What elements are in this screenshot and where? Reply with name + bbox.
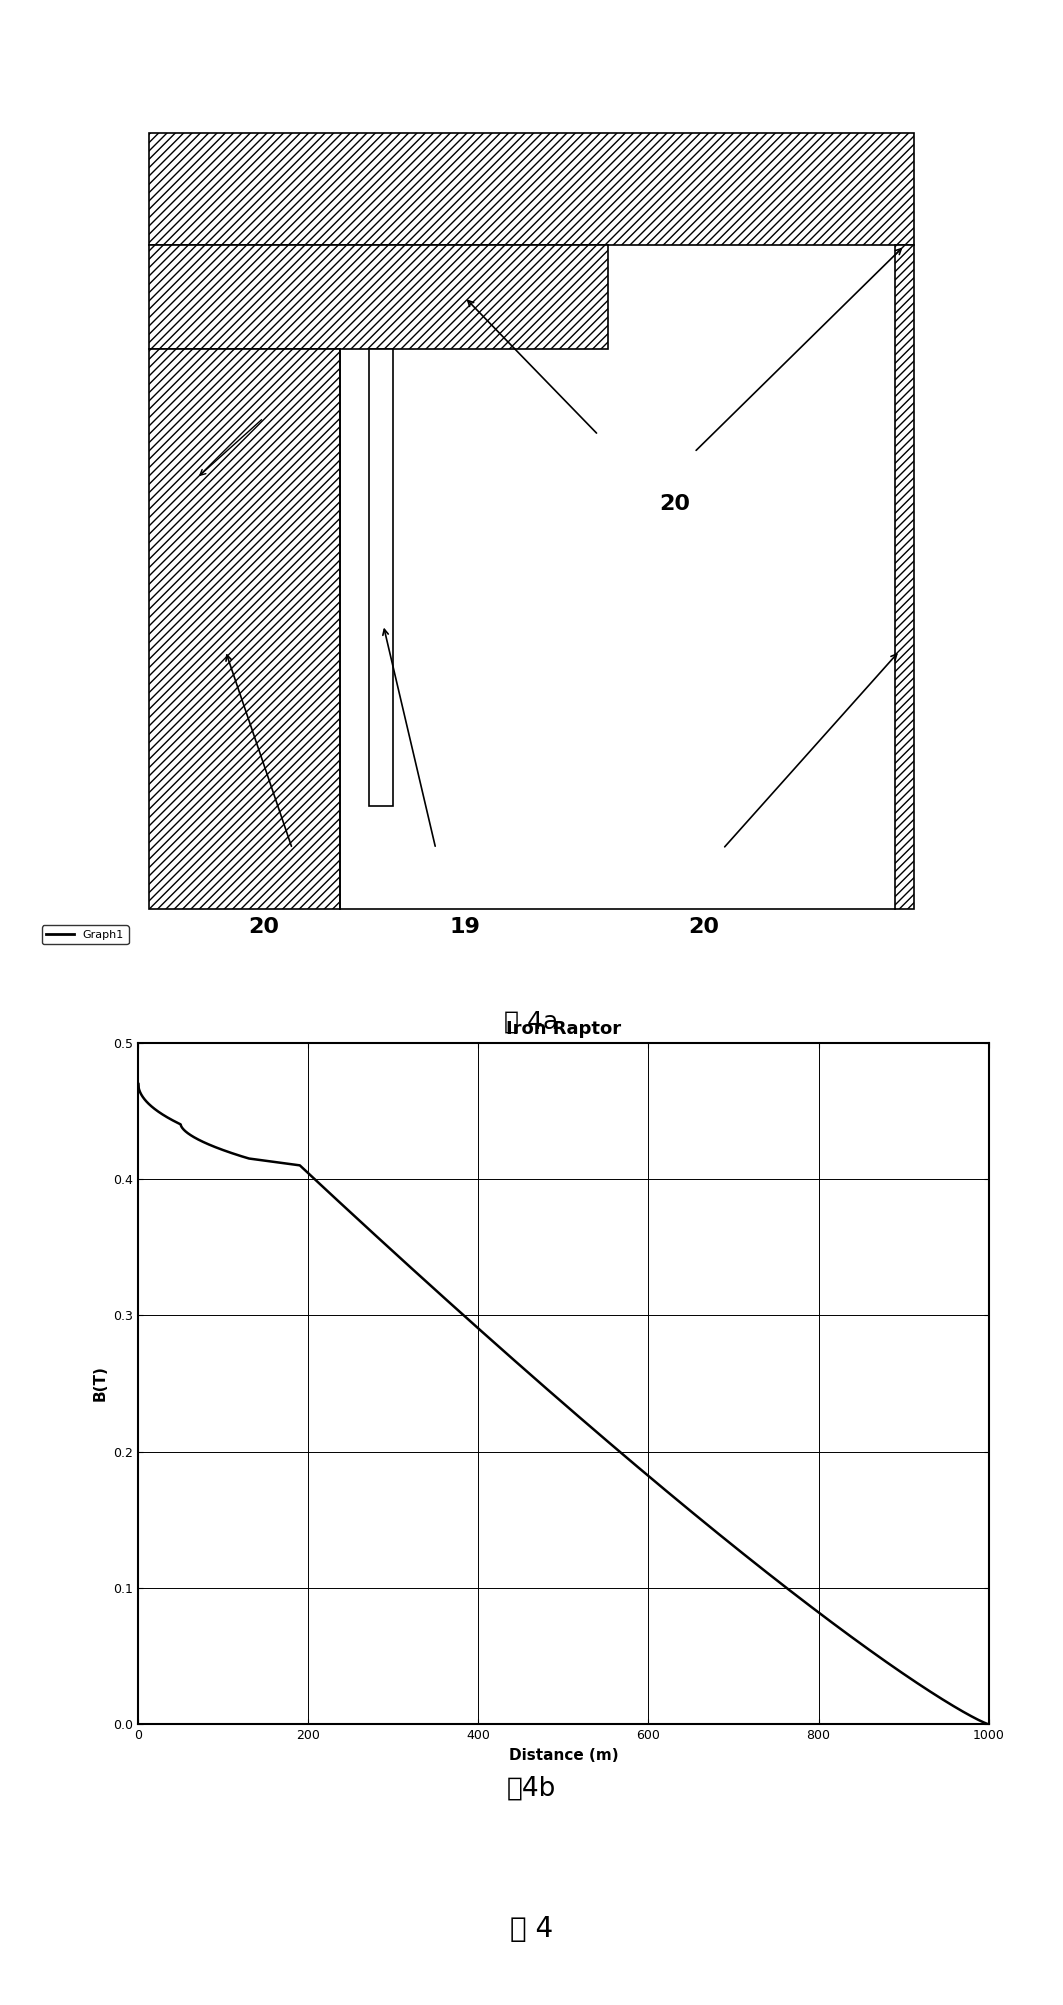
Bar <box>149 245 608 349</box>
Title: Iron Raptor: Iron Raptor <box>506 1021 621 1039</box>
X-axis label: Distance (m): Distance (m) <box>508 1748 619 1762</box>
Bar <box>895 245 914 910</box>
Legend: Graph1: Graph1 <box>41 926 129 944</box>
Text: 20: 20 <box>688 916 720 936</box>
Text: 图 4a: 图 4a <box>504 1009 559 1033</box>
Text: 20: 20 <box>248 916 280 936</box>
Bar <box>369 349 393 806</box>
Bar <box>149 349 340 910</box>
Text: 20: 20 <box>659 493 691 513</box>
Bar <box>340 349 895 910</box>
Text: 图 4: 图 4 <box>510 1915 553 1943</box>
Text: 19: 19 <box>449 916 480 936</box>
Bar <box>149 132 914 245</box>
Text: 图4b: 图4b <box>507 1776 556 1800</box>
Y-axis label: B(T): B(T) <box>92 1365 107 1401</box>
